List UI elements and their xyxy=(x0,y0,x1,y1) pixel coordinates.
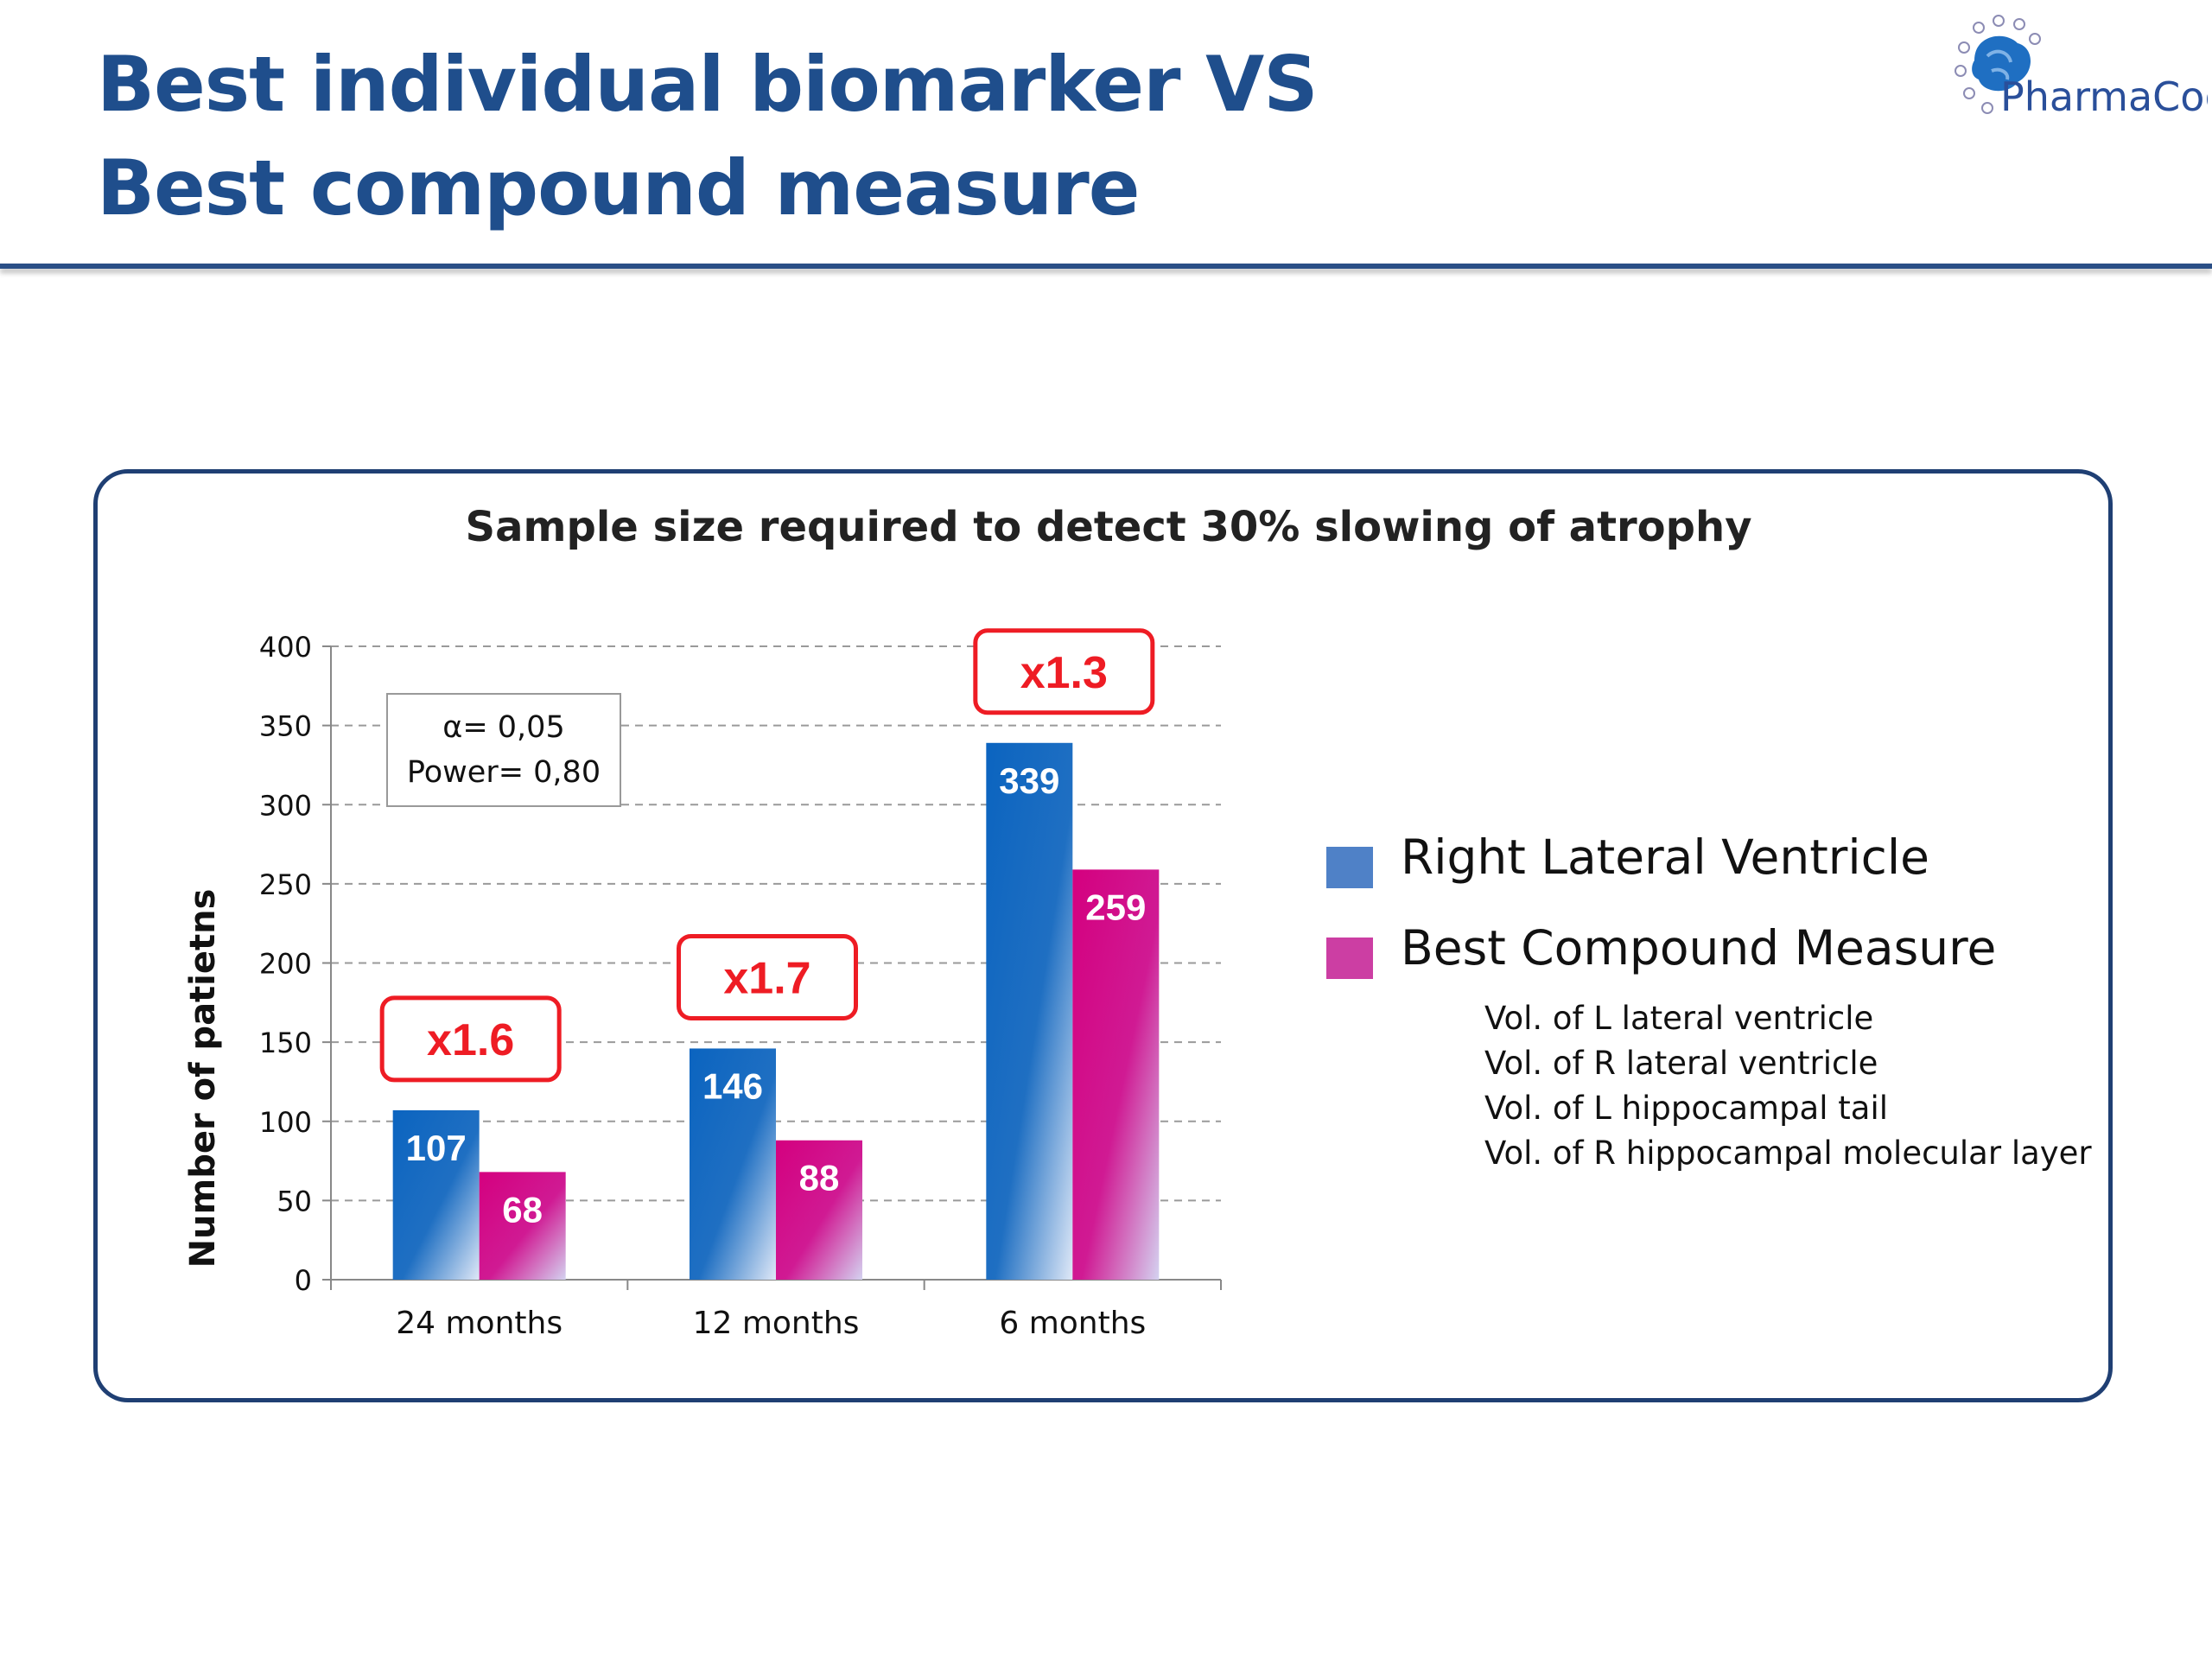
data-label: 146 xyxy=(702,1065,763,1106)
data-label: 107 xyxy=(406,1128,467,1168)
y-tick-label: 100 xyxy=(259,1106,312,1139)
data-label: 88 xyxy=(799,1158,840,1198)
x-tick-label: 6 months xyxy=(999,1306,1146,1341)
x-tick-label: 12 months xyxy=(693,1306,860,1341)
compound-components-list: Vol. of L lateral ventricle Vol. of R la… xyxy=(1484,996,2092,1176)
component-item: Vol. of R hippocampal molecular layer xyxy=(1484,1135,2092,1172)
bar-right-lateral-ventricle xyxy=(392,1109,480,1280)
slide-title-line-1: Best individual biomarker VS xyxy=(97,40,1319,129)
bar-chart: Sample size required to detect 30% slowi… xyxy=(183,503,1752,1341)
ratio-label: x1.7 xyxy=(723,953,810,1003)
chart-title: Sample size required to detect 30% slowi… xyxy=(466,503,1752,551)
slide-title-line-2: Best compound measure xyxy=(97,143,1140,232)
slide-title: Best individual biomarker VS Best compou… xyxy=(97,33,1319,240)
bar-right-lateral-ventricle xyxy=(986,742,1073,1280)
y-tick-label: 400 xyxy=(259,631,312,664)
ratio-callout-box xyxy=(677,933,858,1020)
data-label: 259 xyxy=(1085,887,1146,927)
component-item: Vol. of R lateral ventricle xyxy=(1484,1045,1878,1082)
y-tick-label: 0 xyxy=(295,1264,312,1297)
data-label: 68 xyxy=(502,1189,543,1230)
y-tick-label: 300 xyxy=(259,789,312,822)
bar-best-compound-measure xyxy=(776,1140,862,1280)
bar-right-lateral-ventricle xyxy=(690,1048,776,1280)
power-text: Power= 0,80 xyxy=(407,755,601,790)
y-tick-label: 200 xyxy=(259,948,312,981)
component-item: Vol. of L hippocampal tail xyxy=(1484,1090,1889,1127)
ratio-label: x1.3 xyxy=(1020,648,1108,698)
significance-box: α= 0,05 Power= 0,80 xyxy=(386,693,621,807)
pharmacog-logo: PharmaCog xyxy=(1955,15,2208,120)
ratio-callout-box xyxy=(973,628,1155,715)
legend-swatch-magenta xyxy=(1326,938,1373,979)
y-tick-label: 150 xyxy=(259,1027,312,1059)
title-divider xyxy=(0,264,2212,269)
data-label: 339 xyxy=(999,760,1059,801)
chart-panel: Sample size required to detect 30% slowi… xyxy=(93,469,2113,1402)
y-tick-label: 250 xyxy=(259,868,312,901)
y-tick-label: 350 xyxy=(259,710,312,743)
bar-best-compound-measure xyxy=(479,1172,566,1280)
bar-best-compound-measure xyxy=(1072,869,1160,1280)
legend-label-best-compound-measure: Best Compound Measure xyxy=(1401,920,1997,976)
logo-text: PharmaCog xyxy=(2000,73,2208,120)
alpha-text: α= 0,05 xyxy=(442,710,564,745)
ratio-label: x1.6 xyxy=(427,1015,514,1065)
y-axis-label: Number of patietns xyxy=(183,889,223,1268)
x-tick-label: 24 months xyxy=(396,1306,563,1341)
component-item: Vol. of L lateral ventricle xyxy=(1484,1000,1874,1037)
legend-label-right-lateral-ventricle: Right Lateral Ventricle xyxy=(1401,830,1930,885)
ratio-callout-box xyxy=(379,995,562,1083)
legend-swatch-blue xyxy=(1326,847,1373,888)
y-tick-label: 50 xyxy=(276,1185,312,1217)
